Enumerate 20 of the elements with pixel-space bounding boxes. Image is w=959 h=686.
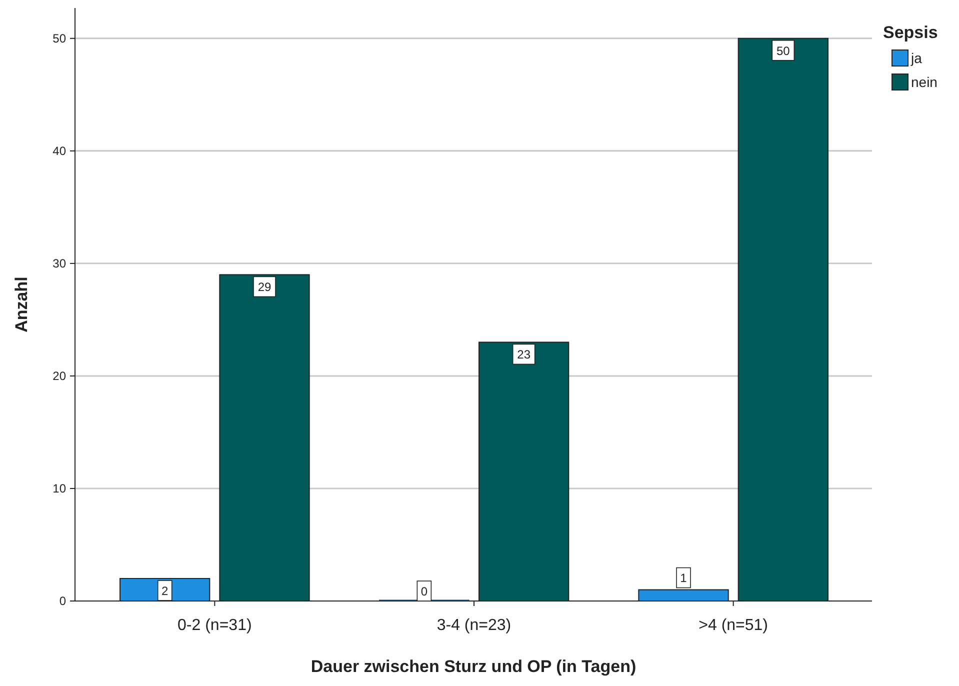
x-axis-title: Dauer zwischen Sturz und OP (in Tagen) bbox=[310, 657, 636, 676]
data-label: 50 bbox=[776, 44, 790, 58]
legend-label: nein bbox=[911, 74, 938, 90]
data-label: 23 bbox=[517, 348, 531, 362]
y-tick-label: 50 bbox=[52, 31, 66, 46]
x-tick-label: 3-4 (n=23) bbox=[436, 617, 512, 634]
y-axis-title: Anzahl bbox=[12, 276, 31, 332]
y-tick-label: 30 bbox=[52, 256, 66, 270]
y-tick-label: 20 bbox=[52, 368, 66, 383]
legend-title: Sepsis bbox=[883, 23, 938, 42]
data-label: 0 bbox=[420, 584, 428, 598]
data-label: 2 bbox=[161, 584, 168, 598]
x-tick-label: 0-2 (n=31) bbox=[178, 617, 252, 634]
data-label: 29 bbox=[258, 280, 272, 294]
y-tick-label: 0 bbox=[59, 594, 66, 608]
y-tick-label: 10 bbox=[52, 481, 66, 496]
y-tick-label: 40 bbox=[52, 144, 66, 158]
legend-label: ja bbox=[910, 50, 922, 66]
data-label: 1 bbox=[680, 571, 688, 586]
x-tick-label: >4 (n=51) bbox=[698, 617, 768, 634]
